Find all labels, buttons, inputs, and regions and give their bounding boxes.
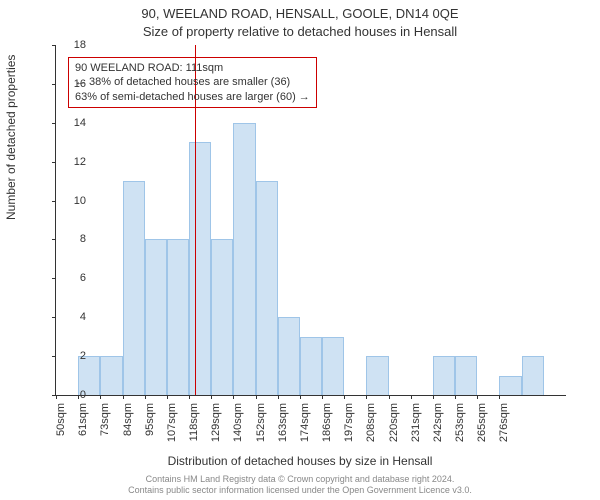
- chart-title-line2: Size of property relative to detached ho…: [0, 24, 600, 39]
- histogram-bar: [455, 356, 477, 395]
- y-tick-label: 6: [80, 272, 86, 284]
- y-tick-label: 2: [80, 350, 86, 362]
- x-tick-mark: [344, 395, 345, 399]
- histogram-bar: [211, 239, 233, 395]
- histogram-bar: [145, 239, 167, 395]
- x-tick-label: 50sqm: [55, 403, 67, 443]
- x-tick-label: 276sqm: [498, 403, 510, 443]
- x-tick-mark: [145, 395, 146, 399]
- x-tick-mark: [499, 395, 500, 399]
- y-tick-mark: [52, 356, 56, 357]
- histogram-bar: [278, 317, 300, 395]
- y-tick-mark: [52, 239, 56, 240]
- x-tick-label: 265sqm: [476, 403, 488, 443]
- y-tick-label: 4: [80, 311, 86, 323]
- x-tick-mark: [389, 395, 390, 399]
- histogram-bar: [100, 356, 122, 395]
- annotation-line3: 63% of semi-detached houses are larger (…: [75, 90, 310, 104]
- x-tick-label: 174sqm: [299, 403, 311, 443]
- x-tick-label: 242sqm: [432, 403, 444, 443]
- x-tick-label: 84sqm: [122, 403, 134, 443]
- chart-plot-area: 90 WEELAND ROAD: 111sqm← 38% of detached…: [55, 45, 566, 396]
- annotation-line1: 90 WEELAND ROAD: 111sqm: [75, 61, 310, 75]
- x-tick-label: 140sqm: [232, 403, 244, 443]
- x-tick-mark: [211, 395, 212, 399]
- x-tick-mark: [455, 395, 456, 399]
- x-tick-mark: [100, 395, 101, 399]
- histogram-bar: [522, 356, 544, 395]
- histogram-bar: [167, 239, 189, 395]
- footnote: Contains HM Land Registry data © Crown c…: [0, 474, 600, 496]
- histogram-bar: [366, 356, 388, 395]
- x-tick-label: 231sqm: [410, 403, 422, 443]
- y-axis-label: Number of detached properties: [4, 55, 18, 220]
- y-tick-mark: [52, 278, 56, 279]
- x-tick-label: 61sqm: [77, 403, 89, 443]
- y-tick-mark: [52, 84, 56, 85]
- x-tick-mark: [56, 395, 57, 399]
- y-tick-mark: [52, 201, 56, 202]
- x-tick-label: 129sqm: [210, 403, 222, 443]
- y-tick-label: 18: [74, 39, 86, 51]
- x-tick-label: 95sqm: [144, 403, 156, 443]
- x-tick-label: 152sqm: [255, 403, 267, 443]
- x-tick-mark: [477, 395, 478, 399]
- x-axis-label: Distribution of detached houses by size …: [0, 454, 600, 468]
- y-tick-label: 12: [74, 156, 86, 168]
- x-tick-mark: [233, 395, 234, 399]
- x-tick-mark: [366, 395, 367, 399]
- x-tick-label: 107sqm: [166, 403, 178, 443]
- footnote-line1: Contains HM Land Registry data © Crown c…: [146, 474, 455, 484]
- histogram-bar: [256, 181, 278, 395]
- x-tick-label: 220sqm: [388, 403, 400, 443]
- x-tick-label: 208sqm: [365, 403, 377, 443]
- histogram-bar: [322, 337, 344, 395]
- x-tick-label: 186sqm: [321, 403, 333, 443]
- x-tick-mark: [411, 395, 412, 399]
- y-tick-label: 14: [74, 117, 86, 129]
- y-tick-mark: [52, 162, 56, 163]
- annotation-line2: ← 38% of detached houses are smaller (36…: [75, 75, 310, 89]
- x-tick-label: 253sqm: [454, 403, 466, 443]
- x-tick-mark: [300, 395, 301, 399]
- y-tick-mark: [52, 45, 56, 46]
- y-tick-label: 10: [74, 195, 86, 207]
- histogram-bar: [189, 142, 211, 395]
- x-tick-label: 118sqm: [188, 403, 200, 443]
- y-tick-label: 16: [74, 78, 86, 90]
- x-tick-mark: [278, 395, 279, 399]
- histogram-bar: [499, 376, 521, 395]
- y-tick-label: 8: [80, 233, 86, 245]
- x-tick-label: 163sqm: [277, 403, 289, 443]
- chart-title-line1: 90, WEELAND ROAD, HENSALL, GOOLE, DN14 0…: [0, 6, 600, 21]
- histogram-bar: [300, 337, 322, 395]
- x-tick-label: 197sqm: [343, 403, 355, 443]
- histogram-bar: [233, 123, 255, 395]
- x-tick-mark: [322, 395, 323, 399]
- x-tick-mark: [433, 395, 434, 399]
- histogram-bar: [123, 181, 145, 395]
- x-tick-mark: [256, 395, 257, 399]
- annotation-box: 90 WEELAND ROAD: 111sqm← 38% of detached…: [68, 57, 317, 108]
- x-tick-mark: [167, 395, 168, 399]
- x-tick-label: 73sqm: [99, 403, 111, 443]
- footnote-line2: Contains public sector information licen…: [128, 485, 472, 495]
- y-tick-mark: [52, 123, 56, 124]
- x-tick-mark: [123, 395, 124, 399]
- histogram-bar: [433, 356, 455, 395]
- y-tick-label: 0: [80, 389, 86, 401]
- y-tick-mark: [52, 317, 56, 318]
- x-tick-mark: [189, 395, 190, 399]
